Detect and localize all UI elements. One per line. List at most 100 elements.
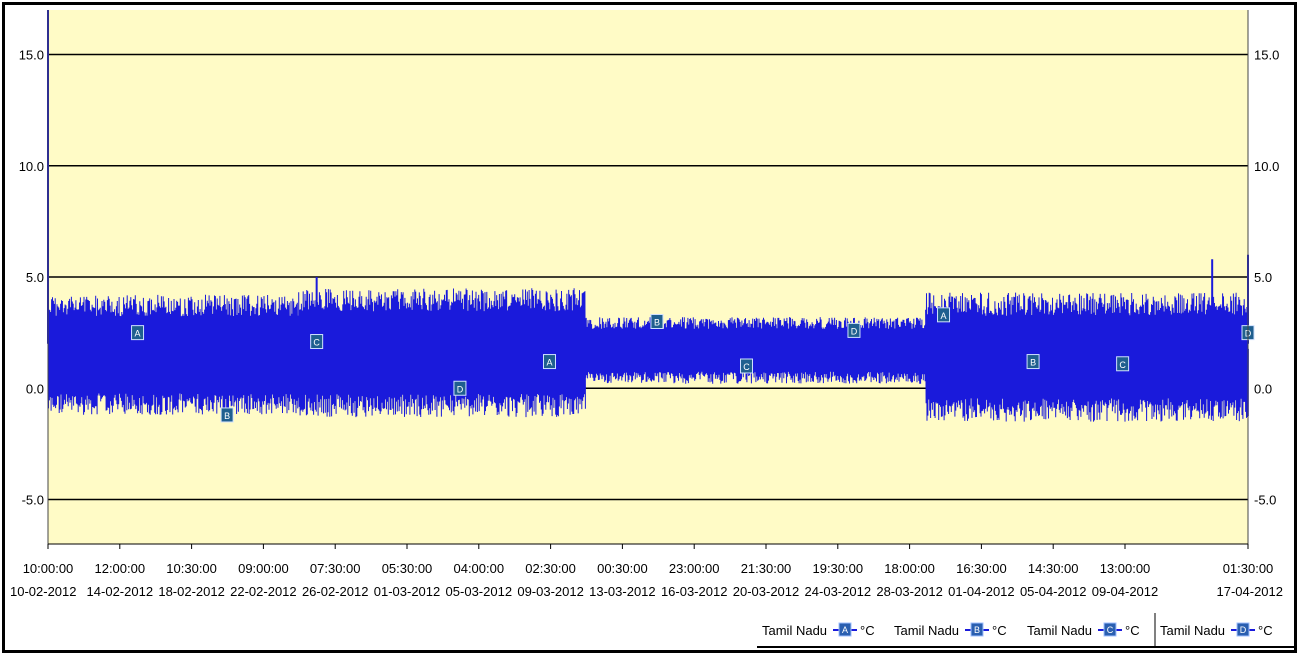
x-tick-date-label: 26-02-2012 (302, 584, 369, 599)
series-marker-box (131, 325, 145, 341)
x-tick-date-label: 17-04-2012 (1217, 584, 1284, 599)
temperature-line (47, 288, 1249, 422)
series-marker: D (847, 322, 861, 338)
y-axis-left: -5.0 0.0 5.0 10.0 15.0 (19, 10, 49, 544)
x-tick-date-label: 01-04-2012 (948, 584, 1015, 599)
x-tick-date-label: 28-03-2012 (876, 584, 943, 599)
x-tick-time-label: 18:00:00 (884, 561, 935, 576)
x-tick-time-label: 13:00:00 (1100, 561, 1151, 576)
legend-series-name: Tamil Nadu (894, 623, 959, 638)
legend-unit: °C (860, 623, 875, 638)
series-marker-box (220, 407, 234, 423)
x-tick-date-label: 01-03-2012 (374, 584, 441, 599)
x-tick-time-label: 09:00:00 (238, 561, 289, 576)
series-marker: A (542, 354, 556, 370)
series-marker-label: A (135, 329, 141, 339)
series-markers: ABCDABCDABCD (131, 307, 1255, 423)
series-marker: A (131, 325, 145, 341)
x-tick-date-label: 09-03-2012 (517, 584, 584, 599)
y-tick-label-right: -5.0 (1254, 493, 1276, 508)
chart-svg: A B C D A B C D A B C D -5.0 0.0 5.0 10.0 15.0 -5.0 0.0 5… (10, 10, 1294, 648)
series-marker-label: C (743, 362, 750, 372)
x-tick-time-label: 00:30:00 (597, 561, 648, 576)
x-tick-time-label: 04:00:00 (453, 561, 504, 576)
series-marker-label: D (457, 384, 464, 394)
legend-item: Tamil Nadu B °C (894, 622, 1007, 638)
x-tick-date-label: 24-03-2012 (805, 584, 872, 599)
x-tick-date-label: 13-03-2012 (589, 584, 656, 599)
x-tick-time-label: 05:30:00 (382, 561, 433, 576)
series-marker: B (650, 314, 664, 329)
y-tick-label-right: 5.0 (1254, 270, 1272, 285)
legend-series-name: Tamil Nadu (1160, 623, 1225, 638)
series-marker: A (937, 307, 951, 323)
y-axis-right: -5.0 0.0 5.0 10.0 15.0 (1247, 10, 1279, 544)
legend-item: Tamil Nadu D °C (1154, 613, 1273, 647)
legend-marker-label: A (842, 625, 848, 635)
series-marker-box (310, 334, 324, 350)
x-tick-date-label: 18-02-2012 (158, 584, 225, 599)
x-tick-time-label: 10:00:00 (23, 561, 74, 576)
y-tick-label-left: 10.0 (19, 159, 44, 174)
series-marker-label: C (1119, 360, 1126, 370)
y-tick-label-left: 0.0 (26, 381, 44, 396)
series-marker: C (310, 334, 324, 350)
y-tick-label-right: 15.0 (1254, 48, 1279, 63)
x-tick-date-label: 16-03-2012 (661, 584, 728, 599)
legend-unit: °C (1258, 623, 1273, 638)
x-tick-time-label: 10:30:00 (166, 561, 217, 576)
x-tick-date-label: 09-04-2012 (1092, 584, 1159, 599)
legend-marker-box (1236, 622, 1250, 637)
series-marker-box (1116, 356, 1130, 372)
x-tick-time-label: 19:30:00 (812, 561, 863, 576)
x-tick-date-label: 05-04-2012 (1020, 584, 1087, 599)
y-tick-label-right: 10.0 (1254, 159, 1279, 174)
y-tick-label-left: 15.0 (19, 48, 44, 63)
x-tick-time-label: 14:30:00 (1028, 561, 1079, 576)
series-marker-box (542, 354, 556, 370)
series-marker: B (1026, 354, 1040, 370)
legend: Tamil Nadu A °C Tamil Nadu B °C Tamil Nadu C °C T… (757, 613, 1294, 648)
legend-unit: °C (1125, 623, 1140, 638)
x-tick-date-label: 10-02-2012 (10, 584, 77, 599)
x-tick-date-label: 22-02-2012 (230, 584, 297, 599)
series-marker-box (1026, 354, 1040, 370)
legend-marker-box (838, 622, 852, 637)
series-marker-box (740, 358, 754, 374)
series-marker-label: C (313, 338, 320, 348)
x-tick-time-label: 01:30:00 (1223, 561, 1274, 576)
legend-series-name: Tamil Nadu (1027, 623, 1092, 638)
x-tick-date-label: 05-03-2012 (446, 584, 513, 599)
x-axis: 10:00:00 10-02-2012 12:00:00 14-02-2012 10:3… (10, 543, 1284, 599)
legend-unit: °C (992, 623, 1007, 638)
x-tick-time-label: 12:00:00 (94, 561, 145, 576)
series-marker: D (453, 380, 467, 396)
legend-item: Tamil Nadu A °C (762, 622, 875, 638)
legend-item: Tamil Nadu C °C (1027, 622, 1140, 638)
series-marker-box (937, 307, 951, 323)
series-marker: C (740, 358, 754, 374)
series-marker-label: A (941, 311, 947, 321)
y-tick-label-right: 0.0 (1254, 381, 1272, 396)
legend-marker-box (970, 622, 984, 637)
legend-marker-label: C (1107, 625, 1114, 635)
x-tick-time-label: 16:30:00 (956, 561, 1007, 576)
series-marker-label: D (851, 326, 858, 336)
series-marker-label: B (654, 318, 660, 328)
series-marker-label: A (546, 358, 552, 368)
series-marker: B (220, 407, 234, 423)
legend-marker-box (1103, 622, 1117, 637)
y-tick-label-left: -5.0 (22, 493, 44, 508)
legend-series-name: Tamil Nadu (762, 623, 827, 638)
series-marker: C (1116, 356, 1130, 372)
legend-marker-label: D (1240, 625, 1247, 635)
legend-marker-label: B (974, 625, 980, 635)
series-marker-label: B (1030, 358, 1036, 368)
x-tick-date-label: 20-03-2012 (733, 584, 800, 599)
x-tick-date-label: 14-02-2012 (87, 584, 154, 599)
series-marker-label: B (224, 411, 230, 421)
series-marker-box (453, 380, 467, 396)
series-marker-box (847, 322, 861, 338)
series-marker-box (650, 314, 664, 329)
